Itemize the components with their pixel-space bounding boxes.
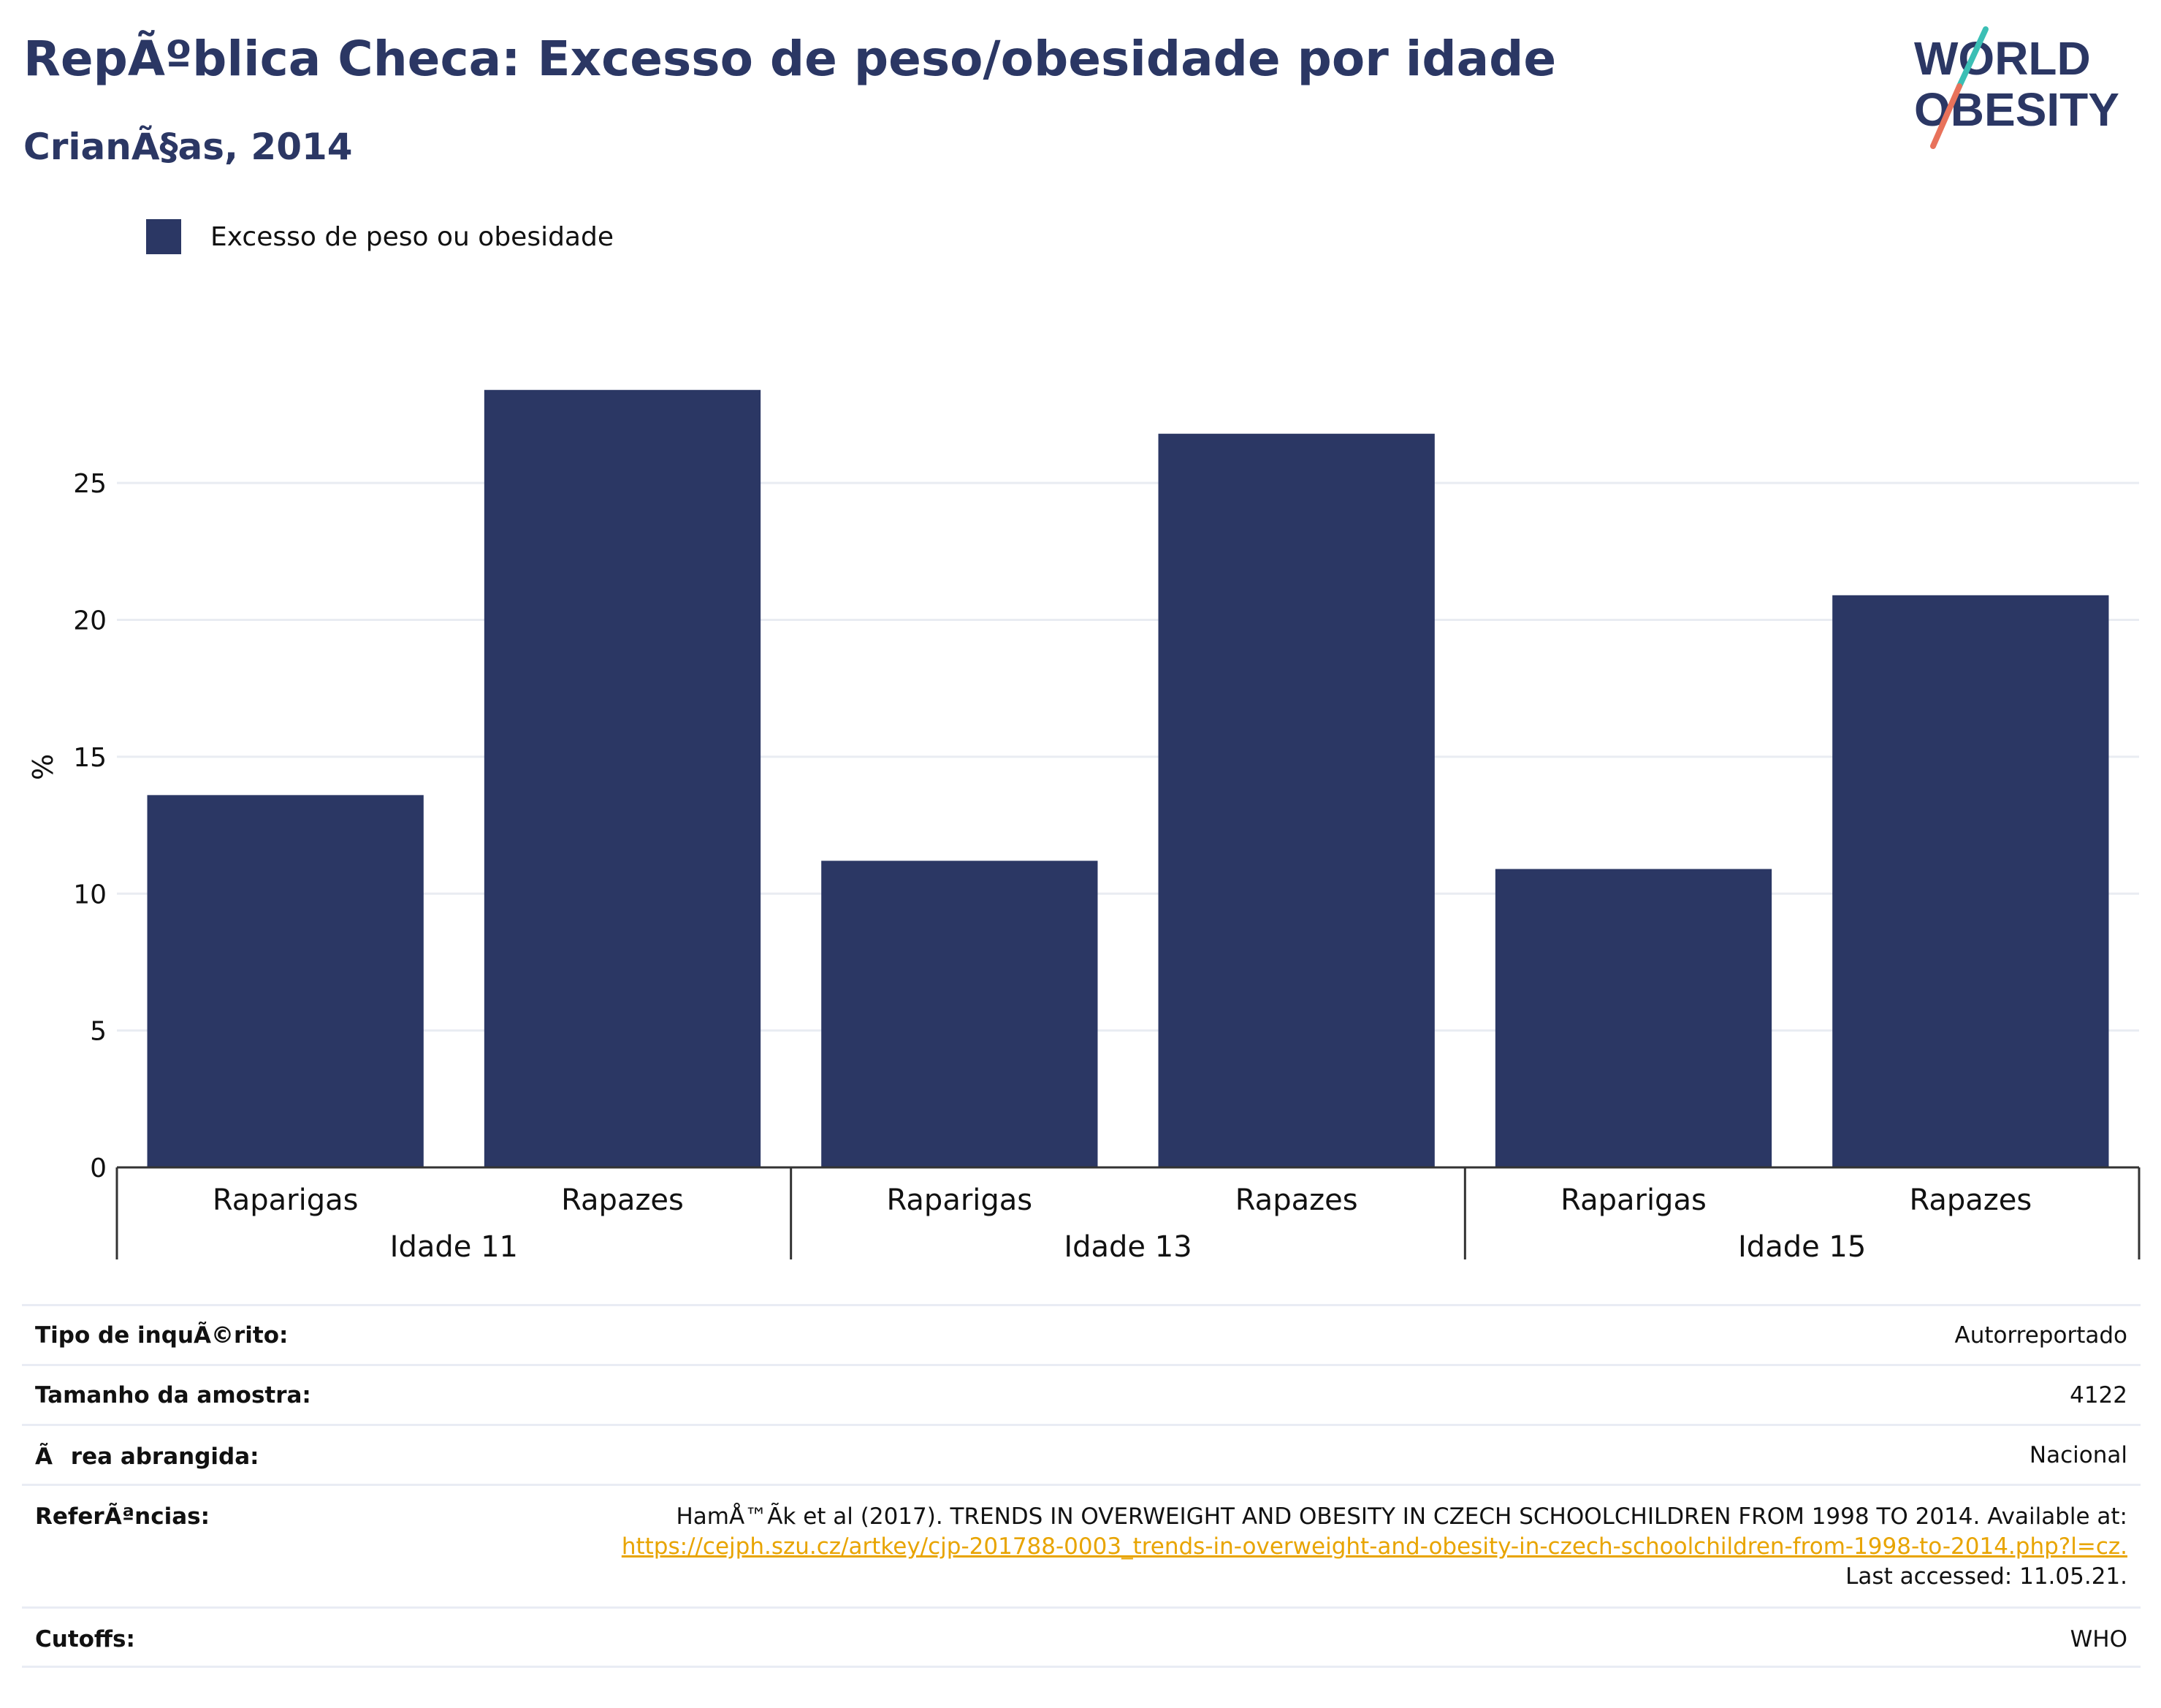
references-link[interactable]: https://cejph.szu.cz/artkey/cjp-201788-0…: [621, 1533, 2127, 1560]
chart-title: RepÃºblica Checa: Excesso de peso/obesid…: [23, 31, 1557, 87]
y-tick-label: 25: [73, 469, 107, 499]
group-label: Idade 15: [1738, 1230, 1866, 1264]
area-covered-label: Ãrea abrangida:: [35, 1444, 259, 1470]
y-tick-label: 10: [73, 880, 107, 910]
references-text: HamÅ™Ã­k et al (2017). TRENDS IN OVERWEI…: [676, 1503, 2127, 1530]
group-label: Idade 13: [1064, 1230, 1192, 1264]
references-accessed: Last accessed: 11.05.21.: [1845, 1563, 2127, 1590]
meta-row-area: Ãrea abrangida: Nacional: [22, 1424, 2141, 1484]
legend-swatch: [146, 219, 181, 254]
bar: [1158, 433, 1435, 1167]
x-tick-label: Rapazes: [1235, 1183, 1358, 1217]
sample-size-value: 4122: [2070, 1382, 2127, 1408]
bar: [1832, 595, 2109, 1167]
legend: Excesso de peso ou obesidade: [146, 219, 614, 254]
y-tick-label: 20: [73, 606, 107, 636]
sample-size-label: Tamanho da amostra:: [35, 1382, 311, 1408]
group-label: Idade 11: [390, 1230, 518, 1264]
survey-type-value: Autorreportado: [1954, 1322, 2128, 1349]
references-label: ReferÃªncias:: [35, 1503, 210, 1530]
x-tick-label: Raparigas: [887, 1183, 1033, 1217]
world-obesity-logo: WORLD OBESITY: [1914, 26, 2119, 149]
x-tick-label: Rapazes: [561, 1183, 684, 1217]
area-covered-value: Nacional: [2029, 1442, 2127, 1468]
legend-label: Excesso de peso ou obesidade: [210, 221, 614, 252]
x-tick-label: Raparigas: [1560, 1183, 1707, 1217]
y-tick-label: 5: [90, 1017, 107, 1047]
chart-subtitle: CrianÃ§as, 2014: [23, 126, 353, 168]
cutoffs-value: WHO: [2070, 1626, 2127, 1652]
meta-row-survey: Tipo de inquÃ©rito: Autorreportado: [22, 1304, 2141, 1364]
y-axis-label: %: [27, 754, 59, 780]
meta-row-references: ReferÃªncias: HamÅ™Ã­k et al (2017). TRE…: [22, 1484, 2141, 1606]
x-tick-label: Rapazes: [1909, 1183, 2032, 1217]
y-tick-label: 0: [90, 1154, 107, 1183]
metadata-table: Tipo de inquÃ©rito: Autorreportado Taman…: [22, 1304, 2141, 1668]
meta-row-sample: Tamanho da amostra: 4122: [22, 1364, 2141, 1424]
cutoffs-label: Cutoffs:: [35, 1626, 135, 1652]
meta-row-cutoffs: Cutoffs: WHO: [22, 1606, 2141, 1668]
logo-line1: WORLD: [1914, 32, 2091, 85]
bar: [821, 861, 1098, 1167]
bar: [1495, 869, 1772, 1167]
bar: [484, 389, 761, 1168]
y-tick-label: 15: [73, 743, 107, 773]
bar-chart: 0 5 10 15 20 25 Raparigas Rapazes Raparigas Rapaz…: [27, 389, 2141, 1264]
survey-type-label: Tipo de inquÃ©rito:: [35, 1322, 289, 1349]
references-value: HamÅ™Ã­k et al (2017). TRENDS IN OVERWEI…: [622, 1502, 2127, 1592]
x-tick-label: Raparigas: [213, 1183, 359, 1217]
bar: [147, 795, 424, 1167]
